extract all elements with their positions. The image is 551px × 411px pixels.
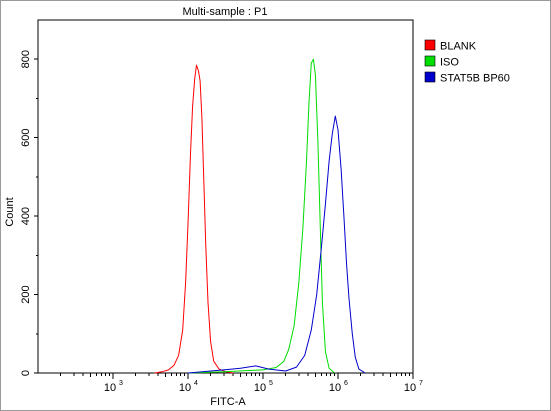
- x-tick-exponent: 7: [419, 380, 423, 387]
- x-tick-exponent: 4: [194, 380, 198, 387]
- x-axis-label: FITC-A: [210, 396, 246, 408]
- x-tick-label: 10: [179, 382, 191, 394]
- x-tick-exponent: 3: [119, 380, 123, 387]
- y-axis-label: Count: [4, 197, 16, 226]
- x-tick-label: 10: [404, 382, 416, 394]
- x-tick-label: 10: [254, 382, 266, 394]
- legend-swatch-1: [424, 39, 436, 51]
- series-line-1: [154, 64, 234, 374]
- legend-label-1: BLANK: [440, 41, 477, 53]
- chart-title: Multi-sample : P1: [183, 6, 268, 18]
- x-tick-label: 10: [104, 382, 116, 394]
- y-tick-label: 200: [20, 285, 32, 303]
- plot-border: [37, 19, 414, 374]
- legend-swatch-2: [424, 55, 436, 67]
- legend-label-3: STAT5B BP60: [440, 73, 510, 85]
- legend-swatch-3: [424, 71, 436, 83]
- x-tick-label: 10: [329, 382, 341, 394]
- legend-label-2: ISO: [440, 57, 459, 69]
- y-tick-label: 600: [20, 128, 32, 146]
- series-line-3: [187, 115, 366, 374]
- x-tick-exponent: 6: [344, 380, 348, 387]
- x-tick-exponent: 5: [269, 380, 273, 387]
- y-tick-label: 0: [20, 370, 32, 376]
- y-tick-label: 400: [20, 207, 32, 225]
- legend: BLANK ISO STAT5B BP60: [424, 39, 510, 85]
- y-tick-label: 800: [20, 50, 32, 68]
